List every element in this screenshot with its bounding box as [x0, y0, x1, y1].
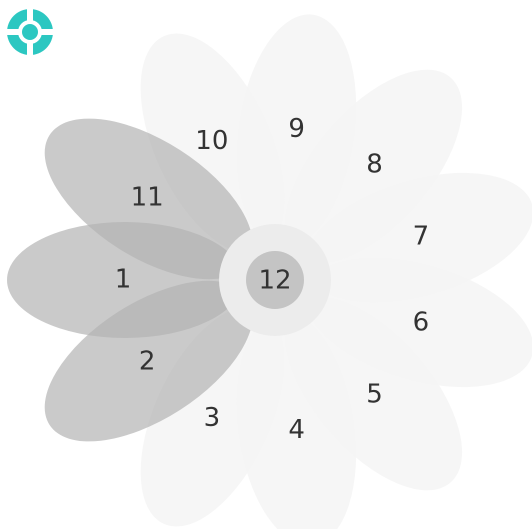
flower-menu: 12 1234567891011 — [0, 0, 532, 529]
petal-label[interactable]: 9 — [288, 114, 305, 144]
logo — [4, 6, 56, 58]
petal-label[interactable]: 1 — [115, 265, 132, 295]
petal-label[interactable]: 11 — [131, 182, 164, 212]
petal-label[interactable]: 7 — [413, 222, 430, 252]
petal-label[interactable]: 6 — [413, 307, 430, 337]
petal-label[interactable]: 2 — [139, 347, 156, 377]
petal-label[interactable]: 5 — [366, 379, 383, 409]
petal-label[interactable]: 10 — [195, 126, 228, 156]
petal-label[interactable]: 4 — [288, 415, 305, 445]
petal-label[interactable]: 8 — [366, 150, 383, 180]
petal-label[interactable]: 3 — [204, 403, 221, 433]
center-label[interactable]: 12 — [258, 266, 291, 296]
